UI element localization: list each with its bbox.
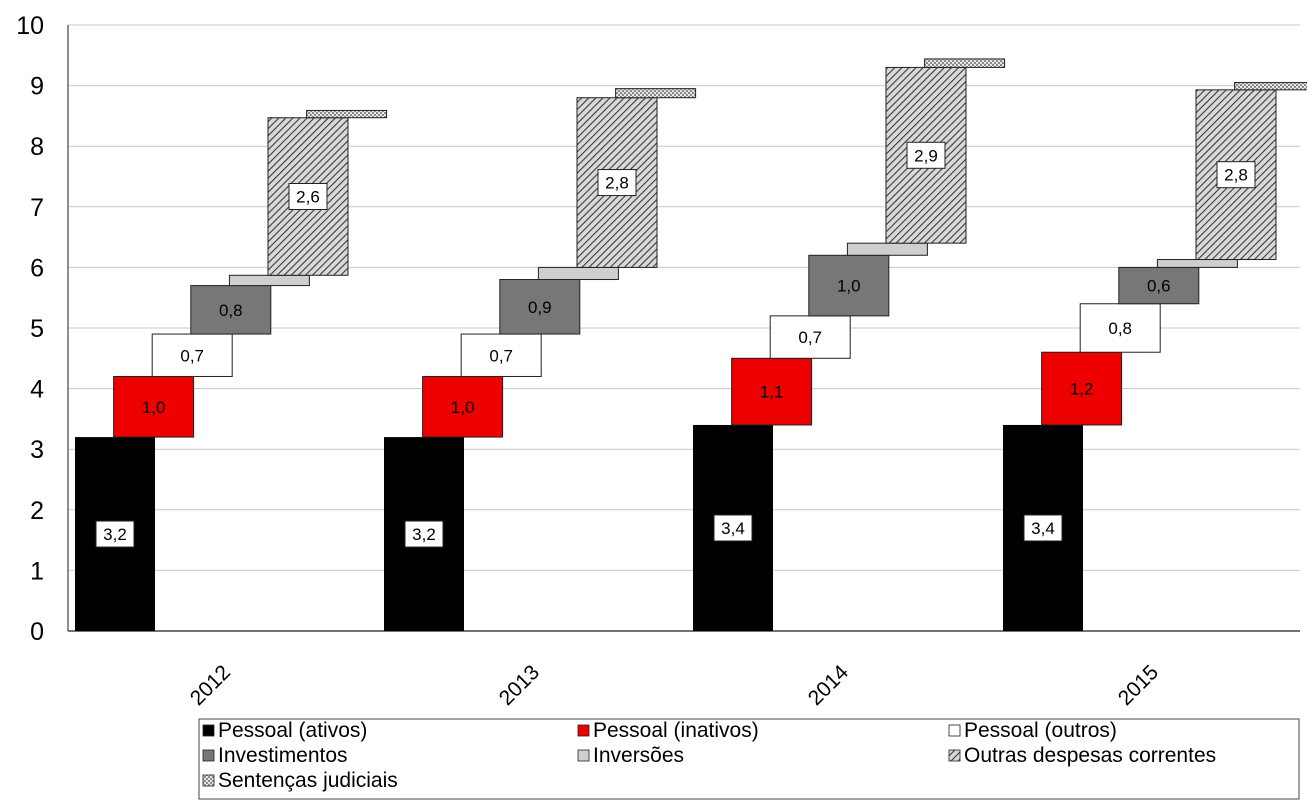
- x-axis: 2012 2013 2014 2015: [186, 661, 1163, 711]
- legend-label: Pessoal (ativos): [218, 719, 367, 742]
- y-tick-label: 4: [30, 376, 44, 404]
- data-label-box: [404, 520, 444, 548]
- bar: [113, 375, 195, 438]
- y-tick-label: 2: [30, 497, 44, 525]
- data-label-box: [906, 141, 946, 169]
- data-label: 1,1: [760, 383, 784, 402]
- legend-swatch: [202, 724, 215, 737]
- data-label: 0,8: [219, 301, 243, 320]
- bar: [615, 88, 697, 99]
- y-tick-label: 9: [30, 73, 44, 101]
- y-axis: 0 1 2 3 4 5 6 7 8 9 10: [16, 12, 69, 646]
- data-label-box: [597, 169, 637, 197]
- legend-label: Outras despesas correntes: [964, 744, 1216, 767]
- bar: [190, 285, 272, 335]
- bars: [75, 58, 1307, 631]
- legend-label: Pessoal (outros): [964, 719, 1117, 742]
- data-labels: 3,2 1,0 0,7 0,8 2,6 3,2 1,0 0,7 0,9 2,8 3,4 1,1 0,7 1…: [95, 141, 1256, 548]
- bar: [731, 357, 813, 426]
- y-tick-label: 7: [30, 194, 44, 222]
- x-tick-label: 2012: [186, 661, 235, 710]
- legend-swatch: [202, 749, 215, 762]
- legend-swatch: [577, 724, 590, 737]
- bar: [537, 266, 619, 281]
- legend-label: Sentenças judiciais: [218, 769, 398, 792]
- bar: [846, 242, 928, 256]
- bar: [1041, 351, 1123, 426]
- data-label: 1,0: [142, 398, 166, 417]
- data-label: 3,4: [721, 519, 745, 538]
- y-tick-label: 3: [30, 436, 44, 464]
- bar: [924, 58, 1006, 68]
- bar: [306, 109, 388, 119]
- legend: Pessoal (ativos) Pessoal (inativos) Pessoa…: [198, 718, 1300, 800]
- y-tick-label: 5: [30, 315, 44, 343]
- legend-label: Pessoal (inativos): [593, 719, 759, 742]
- data-label: 2,6: [296, 187, 320, 206]
- legend-swatch: [948, 724, 961, 737]
- bar: [1156, 259, 1238, 268]
- data-label: 0,6: [1147, 277, 1171, 296]
- data-label: 3,2: [103, 525, 127, 544]
- data-label: 0,7: [489, 346, 513, 365]
- legend-label: Investimentos: [218, 744, 348, 767]
- bar: [151, 333, 233, 377]
- data-label-box: [1216, 161, 1256, 189]
- legend-label: Inversões: [593, 744, 684, 767]
- data-label: 2,9: [914, 146, 938, 165]
- data-label: 1,0: [837, 277, 861, 296]
- data-label: 0,9: [528, 298, 552, 317]
- bar: [1234, 82, 1307, 91]
- data-label-box: [95, 520, 135, 548]
- data-label: 0,7: [798, 328, 822, 347]
- y-tick-label: 10: [16, 12, 44, 40]
- x-tick-label: 2014: [804, 661, 854, 711]
- bar: [460, 333, 542, 377]
- legend-frame: [198, 718, 1300, 800]
- data-label: 2,8: [1224, 166, 1248, 185]
- bar: [1118, 266, 1200, 305]
- legend-swatch: [948, 749, 961, 762]
- x-tick-label: 2015: [1114, 661, 1163, 710]
- y-tick-label: 1: [30, 557, 44, 585]
- data-label-box: [288, 182, 328, 210]
- data-label: 1,2: [1070, 380, 1094, 399]
- bar: [422, 375, 504, 438]
- data-label: 1,0: [451, 398, 475, 417]
- legend-swatch: [202, 774, 215, 787]
- legend-swatch: [577, 749, 590, 762]
- data-label-box: [713, 514, 753, 542]
- y-tick-label: 6: [30, 254, 44, 282]
- data-label: 3,2: [412, 525, 436, 544]
- y-tick-label: 8: [30, 133, 44, 161]
- data-label: 2,8: [605, 174, 629, 193]
- data-label: 0,8: [1108, 319, 1132, 338]
- bar: [499, 279, 581, 335]
- data-label: 0,7: [180, 346, 204, 365]
- x-tick-label: 2013: [495, 661, 544, 710]
- data-label-box: [1023, 514, 1063, 542]
- bar: [228, 274, 310, 287]
- bar: [769, 315, 851, 359]
- y-tick-label: 0: [30, 618, 44, 646]
- data-label: 3,4: [1031, 519, 1055, 538]
